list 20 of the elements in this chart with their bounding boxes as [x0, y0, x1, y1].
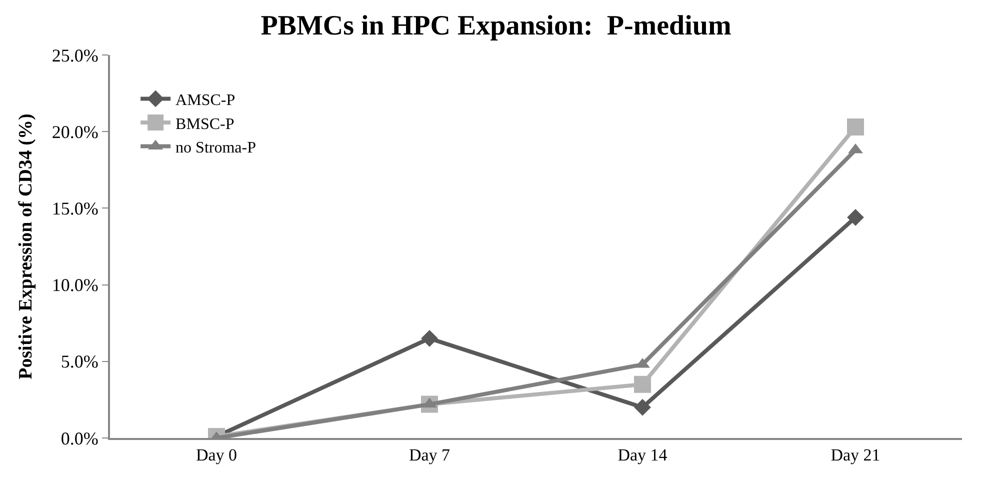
legend-label: BMSC-P: [176, 116, 234, 133]
point: [847, 118, 864, 136]
y-tick-label: 20.0%: [52, 122, 98, 142]
point: [421, 330, 438, 347]
chart-title: PBMCs in HPC Expansion: P-medium: [260, 10, 732, 42]
point: [634, 376, 651, 393]
y-tick-label: 15.0%: [52, 198, 98, 218]
legend-label: AMSC-P: [176, 92, 236, 109]
x-tick-label: Day 0: [196, 445, 238, 464]
point: [847, 208, 864, 226]
x-tick-label: Day 7: [408, 445, 451, 464]
point: [634, 398, 651, 416]
y-tick-label: 5.0%: [60, 352, 98, 372]
y-axis-title: Positive Expression of CD34 (%): [15, 114, 36, 380]
y-tick-label: 0.0%: [60, 428, 98, 448]
x-tick-label: Day 14: [618, 445, 668, 464]
legend-label: no Stroma-P: [176, 140, 256, 157]
y-tick-label: 25.0%: [52, 45, 98, 66]
x-tick-label: Day 21: [830, 445, 880, 464]
y-tick-label: 10.0%: [52, 275, 98, 296]
